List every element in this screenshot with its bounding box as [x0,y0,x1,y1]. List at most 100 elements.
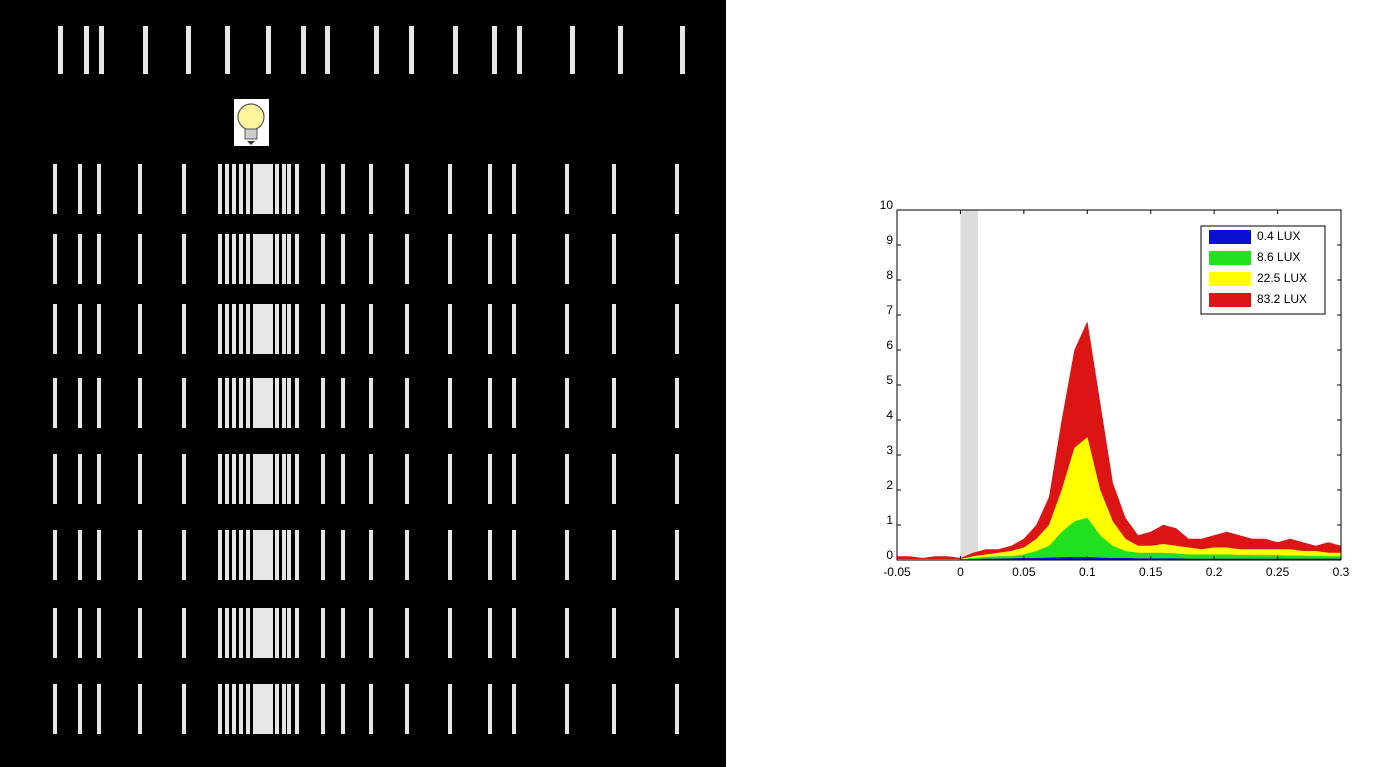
raster-bar [612,234,616,284]
raster-bar [369,234,373,284]
raster-bar [78,454,82,504]
raster-bar [565,378,569,428]
raster-bar [287,530,291,580]
raster-bar [369,164,373,214]
raster-bar [275,234,279,284]
raster-bar [225,608,229,658]
raster-bar [78,304,82,354]
raster-bar [58,26,63,74]
raster-bar [246,608,250,658]
raster-bar [287,164,291,214]
raster-bar [612,164,616,214]
raster-bar [138,530,142,580]
raster-bar [321,454,325,504]
raster-bar [341,530,345,580]
raster-bar [265,684,269,734]
raster-bar [321,378,325,428]
raster-bar [232,378,236,428]
raster-bar [78,164,82,214]
raster-bar [287,608,291,658]
raster-bar [225,454,229,504]
y-tick-label: 6 [886,338,893,352]
raster-bar [97,608,101,658]
raster-bar [369,684,373,734]
raster-bar [517,26,522,74]
raster-bar [369,530,373,580]
raster-bar [253,454,257,504]
raster-bar [369,304,373,354]
raster-bar [182,164,186,214]
raster-bar [369,454,373,504]
raster-bar [282,454,286,504]
raster-bar [295,304,299,354]
x-tick-label: 0.2 [1206,565,1223,579]
raster-bar [97,378,101,428]
raster-bar [269,454,273,504]
raster-bar [138,378,142,428]
raster-bar [99,26,104,74]
area-series [897,556,1342,561]
raster-bar [565,608,569,658]
raster-bar [295,378,299,428]
raster-bar [182,454,186,504]
raster-bar [53,454,57,504]
raster-bar [239,164,243,214]
raster-bar [341,454,345,504]
raster-bar [182,378,186,428]
raster-bar [269,234,273,284]
raster-bar [269,304,273,354]
raster-bar [512,378,516,428]
raster-bar [261,684,265,734]
raster-bar [321,684,325,734]
raster-bar [53,164,57,214]
raster-bar [97,164,101,214]
raster-bar [488,454,492,504]
raster-bar [512,234,516,284]
y-tick-label: 7 [886,303,893,317]
raster-bar [405,378,409,428]
raster-bar [78,684,82,734]
raster-bar [405,608,409,658]
x-tick-label: 0.25 [1266,565,1290,579]
raster-bar [565,304,569,354]
raster-bar [239,234,243,284]
legend-label: 83.2 LUX [1257,292,1307,306]
raster-bar [448,164,452,214]
raster-bar [448,304,452,354]
raster-bar [675,608,679,658]
raster-bar [232,684,236,734]
raster-bar [253,684,257,734]
raster-bar [565,530,569,580]
area-series [896,321,1342,561]
raster-bar [282,234,286,284]
raster-bar [282,530,286,580]
raster-bar [448,234,452,284]
raster-bar [282,164,286,214]
raster-bar [225,164,229,214]
raster-bar [182,608,186,658]
raster-bar [275,304,279,354]
y-tick-label: 0 [886,548,893,562]
raster-bar [295,164,299,214]
raster-bar [225,530,229,580]
raster-bar [612,304,616,354]
y-tick-label: 5 [886,373,893,387]
raster-bar [321,164,325,214]
raster-bar [261,454,265,504]
raster-bar [295,234,299,284]
raster-bar [257,608,261,658]
raster-bar [325,26,330,74]
raster-bar [488,684,492,734]
raster-bar [78,530,82,580]
raster-bar [225,684,229,734]
raster-bar [675,234,679,284]
raster-bar [675,164,679,214]
raster-bar [612,530,616,580]
raster-bar [232,304,236,354]
raster-bar [138,454,142,504]
raster-bar [246,234,250,284]
raster-bar [512,164,516,214]
raster-bar [612,608,616,658]
x-tick-label: 0.1 [1079,565,1096,579]
raster-bar [275,530,279,580]
